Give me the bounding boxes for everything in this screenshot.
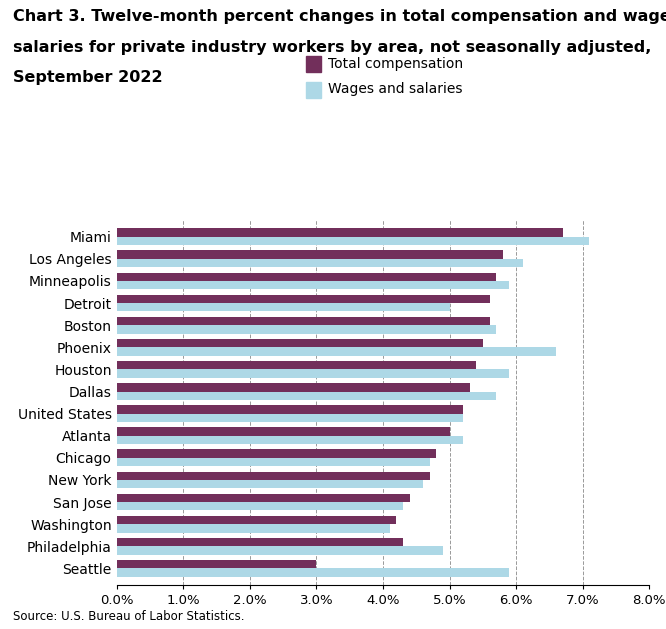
Text: September 2022: September 2022: [13, 70, 163, 85]
Text: Chart 3. Twelve-month percent changes in total compensation and wages and: Chart 3. Twelve-month percent changes in…: [13, 9, 666, 25]
Bar: [117, 405, 463, 414]
Bar: [117, 502, 403, 511]
Bar: [117, 272, 496, 281]
Bar: [117, 228, 563, 237]
Bar: [117, 427, 450, 436]
Bar: [117, 361, 476, 369]
Bar: [117, 480, 423, 488]
Bar: [117, 414, 463, 422]
Text: salaries for private industry workers by area, not seasonally adjusted,: salaries for private industry workers by…: [13, 40, 652, 55]
Bar: [117, 250, 503, 259]
Bar: [117, 369, 509, 378]
Bar: [117, 516, 396, 524]
Bar: [117, 303, 450, 311]
Bar: [117, 237, 589, 245]
Text: Source: U.S. Bureau of Labor Statistics.: Source: U.S. Bureau of Labor Statistics.: [13, 610, 245, 623]
Bar: [117, 560, 316, 569]
Bar: [117, 347, 556, 355]
Bar: [117, 450, 436, 458]
Bar: [117, 317, 490, 325]
Bar: [117, 458, 430, 466]
Bar: [117, 339, 483, 347]
Bar: [117, 294, 490, 303]
Bar: [117, 281, 509, 289]
Bar: [117, 383, 470, 391]
Text: Wages and salaries: Wages and salaries: [328, 82, 462, 96]
Bar: [117, 538, 403, 546]
Bar: [117, 325, 496, 333]
Bar: [117, 391, 496, 400]
Bar: [117, 259, 523, 267]
Bar: [117, 569, 509, 577]
Bar: [117, 494, 410, 502]
Text: Total compensation: Total compensation: [328, 57, 463, 71]
Bar: [117, 472, 430, 480]
Bar: [117, 436, 463, 444]
Bar: [117, 524, 390, 533]
Bar: [117, 546, 443, 555]
